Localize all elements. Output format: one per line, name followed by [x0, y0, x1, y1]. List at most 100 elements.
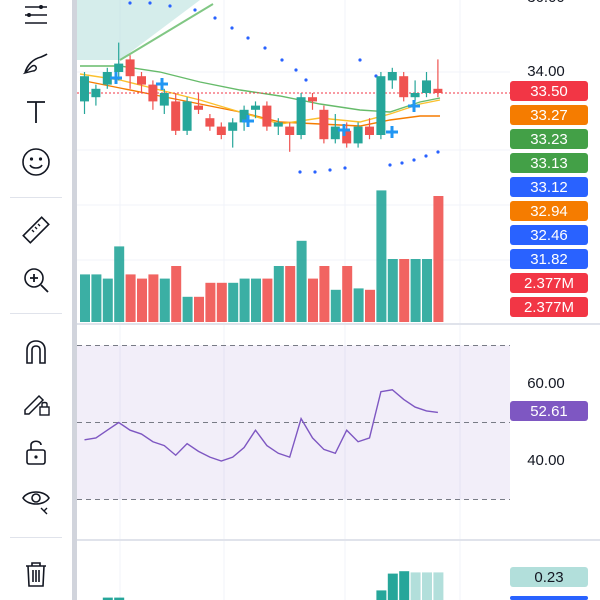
volume-bar — [125, 274, 136, 322]
price-tag-text: 33.12 — [530, 179, 568, 196]
price-tag-bg — [510, 153, 588, 173]
toolbar-edge — [72, 0, 77, 600]
volume-bar — [365, 289, 375, 322]
volume-bar — [262, 278, 273, 322]
sar-dot — [388, 163, 392, 167]
volume-bar — [376, 190, 387, 322]
price-tag-text: 33.27 — [530, 107, 568, 124]
text-tool-icon[interactable] — [18, 94, 54, 130]
toolbar-divider — [10, 313, 62, 314]
volume-bar — [387, 259, 398, 322]
price-tag-text: 31.82 — [530, 251, 568, 268]
candle-body — [137, 76, 146, 85]
price-tag-bg — [510, 129, 588, 149]
price-tag: 33.13 — [510, 153, 588, 173]
price-tag-bg — [510, 201, 588, 221]
volume-bar — [422, 259, 432, 322]
rsi-tick-label: 60.00 — [527, 375, 565, 392]
emoji-icon[interactable] — [18, 144, 54, 180]
candle-body — [239, 109, 249, 123]
candle-body — [353, 126, 363, 144]
price-tag: 33.23 — [510, 129, 588, 149]
volume-bar — [137, 278, 147, 322]
candle-body — [422, 80, 431, 93]
volume-bar — [273, 266, 284, 322]
price-tag: 31.82 — [510, 249, 588, 269]
price-tag: 33.27 — [510, 105, 588, 125]
magnet-icon[interactable] — [18, 334, 54, 370]
sar-dot — [213, 16, 217, 20]
lock-drawing-icon[interactable] — [18, 384, 54, 420]
volume-bar — [239, 278, 250, 322]
toolbar-divider — [10, 197, 62, 198]
macd-value-tag-text: 0.23 — [534, 569, 563, 586]
price-tick-label: 34.00 — [527, 63, 565, 80]
macd-bar — [376, 590, 387, 600]
volume-bar — [410, 259, 421, 322]
sar-dot — [400, 161, 404, 165]
macd-bar — [114, 597, 125, 600]
sar-dot — [412, 158, 416, 162]
candle-body — [182, 101, 192, 131]
candle-body — [319, 109, 329, 140]
sar-dot — [298, 170, 302, 174]
toolbar-divider — [10, 537, 62, 538]
candle-body — [125, 59, 135, 77]
candle-body — [251, 105, 260, 110]
zoom-in-icon[interactable] — [18, 262, 54, 298]
rsi-value-tag-bg — [510, 401, 588, 421]
price-tag-text: 2.377M — [524, 275, 574, 292]
volume-bar — [228, 282, 239, 322]
volume-bar — [285, 266, 296, 322]
candle-body — [80, 76, 89, 102]
sar-dot — [436, 150, 440, 154]
price-tick-label: 36.00 — [527, 0, 565, 6]
sar-dot — [230, 26, 234, 30]
volume-bar — [308, 278, 318, 322]
candle-body — [433, 88, 443, 93]
candle-body — [159, 93, 169, 106]
signal-marker — [242, 115, 254, 127]
eye-icon[interactable] — [18, 482, 54, 518]
candle-body — [399, 76, 409, 98]
candle-body — [205, 118, 215, 127]
volume-bar — [342, 266, 353, 322]
macd-bar — [399, 571, 410, 600]
candle-body — [296, 97, 306, 135]
signal-marker — [386, 126, 398, 138]
candle-body — [148, 84, 158, 102]
ruler-icon[interactable] — [18, 212, 54, 248]
brush-icon[interactable] — [18, 46, 54, 82]
price-tag-bg — [510, 249, 588, 269]
signal-marker — [156, 78, 168, 90]
trend-line-tool-icon[interactable] — [18, 0, 54, 36]
trash-icon[interactable] — [18, 556, 54, 592]
sar-dot — [148, 1, 152, 5]
price-tag-bg — [510, 177, 588, 197]
volume-bar — [353, 288, 364, 322]
sar-dot — [193, 8, 197, 12]
macd-value-tag: 0.23 — [510, 567, 588, 587]
price-tag-text: 32.94 — [530, 203, 568, 220]
price-tag: 32.94 — [510, 201, 588, 221]
volume-bar — [296, 240, 307, 322]
sar-dot — [128, 1, 132, 5]
price-tag: 2.377M — [510, 297, 588, 317]
price-tag-text: 33.50 — [530, 83, 568, 100]
candle-body — [91, 88, 101, 98]
volume-bar — [182, 296, 193, 322]
price-tag: 33.50 — [510, 81, 588, 101]
volume-bar — [171, 266, 182, 322]
volume-bar — [399, 259, 410, 322]
signal-marker — [110, 72, 122, 84]
macd-signal-tag — [510, 596, 588, 600]
rsi-value-tag-text: 52.61 — [530, 403, 568, 420]
sar-dot — [168, 4, 172, 8]
rsi-value-tag: 52.61 — [510, 401, 588, 421]
sar-dot — [358, 58, 362, 62]
unlock-icon[interactable] — [18, 434, 54, 470]
candle-body — [308, 97, 317, 102]
rsi-line — [84, 389, 438, 462]
candle-body — [365, 126, 374, 135]
